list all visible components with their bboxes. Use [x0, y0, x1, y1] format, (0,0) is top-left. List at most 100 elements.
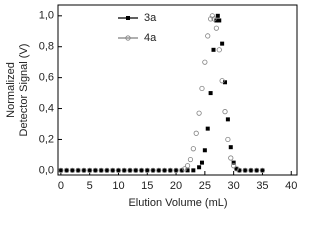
x-tick-label: 15 [141, 180, 153, 192]
data-point [254, 167, 260, 173]
data-point [76, 168, 81, 173]
data-point [254, 168, 259, 173]
data-point [202, 148, 207, 153]
data-point [127, 167, 133, 173]
data-point [205, 126, 210, 131]
data-point [205, 33, 211, 39]
data-point [99, 168, 104, 173]
data-point [87, 167, 93, 173]
data-point [193, 130, 199, 136]
data-point [237, 168, 242, 173]
y-tick-label: 0,4 [39, 102, 54, 114]
data-point [222, 109, 228, 115]
x-tick-label: 25 [199, 180, 211, 192]
data-point [184, 163, 191, 169]
data-point [216, 47, 222, 53]
data-point [223, 80, 228, 85]
data-point [144, 167, 150, 173]
data-point [151, 168, 156, 173]
legend-label: 3a [144, 12, 157, 24]
data-point [122, 168, 127, 173]
x-axis-label: Elution Volume (mL) [128, 197, 227, 209]
data-point [248, 168, 253, 173]
data-point [197, 165, 202, 170]
data-point [168, 168, 173, 173]
data-point [133, 167, 139, 173]
data-point [214, 18, 219, 23]
data-point [116, 168, 121, 173]
data-point [231, 160, 236, 165]
data-point [219, 78, 225, 84]
data-point [202, 59, 208, 65]
data-point [199, 160, 204, 165]
plot-frame [57, 4, 298, 176]
data-point [139, 168, 144, 173]
data-point [110, 168, 115, 173]
data-point [58, 168, 63, 173]
data-point [104, 168, 109, 173]
data-point [182, 166, 188, 172]
data-point [173, 167, 179, 173]
x-tick-label: 20 [170, 180, 182, 192]
data-point [156, 167, 162, 173]
data-point [187, 156, 194, 163]
data-point [260, 168, 265, 173]
data-point [236, 167, 243, 173]
y-tick-label: 0,0 [39, 164, 54, 176]
data-point [185, 168, 190, 173]
data-point [64, 167, 70, 173]
legend-marker [126, 16, 130, 20]
y-tick-label: 1,0 [39, 10, 54, 22]
data-point [145, 168, 150, 173]
data-point [190, 146, 196, 152]
data-point [64, 168, 69, 173]
data-point [92, 167, 99, 173]
data-point [81, 167, 87, 173]
data-point [248, 167, 254, 173]
data-point [98, 167, 104, 173]
x-tick-label: 0 [58, 180, 64, 192]
data-point [225, 117, 230, 122]
data-point [174, 168, 179, 173]
data-point [179, 168, 184, 173]
y-axis-label: Detector Signal (V) [18, 44, 30, 137]
x-tick-label: 40 [285, 180, 297, 192]
data-point [228, 145, 233, 150]
data-point [87, 168, 92, 173]
data-point [211, 47, 216, 52]
data-point [115, 167, 122, 173]
data-point [161, 167, 168, 173]
data-point [167, 167, 173, 173]
data-point [199, 85, 205, 92]
data-point [81, 168, 86, 173]
data-point [133, 168, 138, 173]
x-tick-label: 35 [256, 180, 268, 192]
data-point [228, 155, 234, 161]
data-point [121, 167, 127, 173]
data-point [162, 168, 167, 173]
x-tick-label: 5 [87, 180, 93, 192]
x-tick-label: 10 [112, 180, 124, 192]
data-point [225, 136, 231, 143]
data-point [179, 167, 185, 173]
data-point [215, 13, 220, 18]
data-point [243, 168, 248, 173]
data-point [259, 167, 266, 173]
data-point [196, 110, 202, 116]
y-axis-label: Normalized [5, 62, 17, 118]
data-point [233, 166, 240, 172]
y-tick-label: 0,6 [39, 72, 54, 84]
data-point [213, 25, 219, 31]
data-point [70, 168, 75, 173]
legend-marker [125, 35, 131, 41]
data-point [208, 91, 213, 96]
chart: Elution Volume (mL) Normalized Detector … [5, 4, 298, 209]
data-point [231, 163, 237, 169]
data-point [75, 167, 81, 173]
data-point [150, 167, 156, 173]
data-point [104, 167, 110, 173]
data-point [217, 18, 222, 23]
legend-label: 4a [144, 32, 157, 44]
data-point [110, 167, 116, 173]
y-tick-label: 0,2 [39, 133, 54, 145]
